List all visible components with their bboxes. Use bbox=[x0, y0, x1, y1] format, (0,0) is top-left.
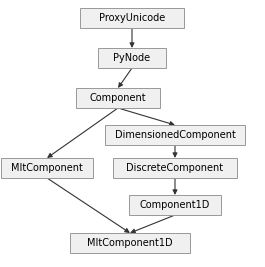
Text: Component1D: Component1D bbox=[140, 200, 210, 210]
Text: DimensionedComponent: DimensionedComponent bbox=[114, 130, 235, 140]
FancyBboxPatch shape bbox=[80, 8, 184, 28]
Text: MItComponent1D: MItComponent1D bbox=[87, 238, 173, 248]
FancyBboxPatch shape bbox=[70, 233, 190, 253]
Text: PyNode: PyNode bbox=[113, 53, 151, 63]
FancyBboxPatch shape bbox=[98, 48, 166, 68]
FancyBboxPatch shape bbox=[129, 195, 221, 215]
FancyBboxPatch shape bbox=[105, 125, 245, 145]
Text: Component: Component bbox=[90, 93, 146, 103]
FancyBboxPatch shape bbox=[1, 158, 93, 178]
Text: ProxyUnicode: ProxyUnicode bbox=[99, 13, 165, 23]
FancyBboxPatch shape bbox=[113, 158, 237, 178]
Text: DiscreteComponent: DiscreteComponent bbox=[126, 163, 224, 173]
Text: MItComponent: MItComponent bbox=[11, 163, 83, 173]
FancyBboxPatch shape bbox=[76, 88, 160, 108]
